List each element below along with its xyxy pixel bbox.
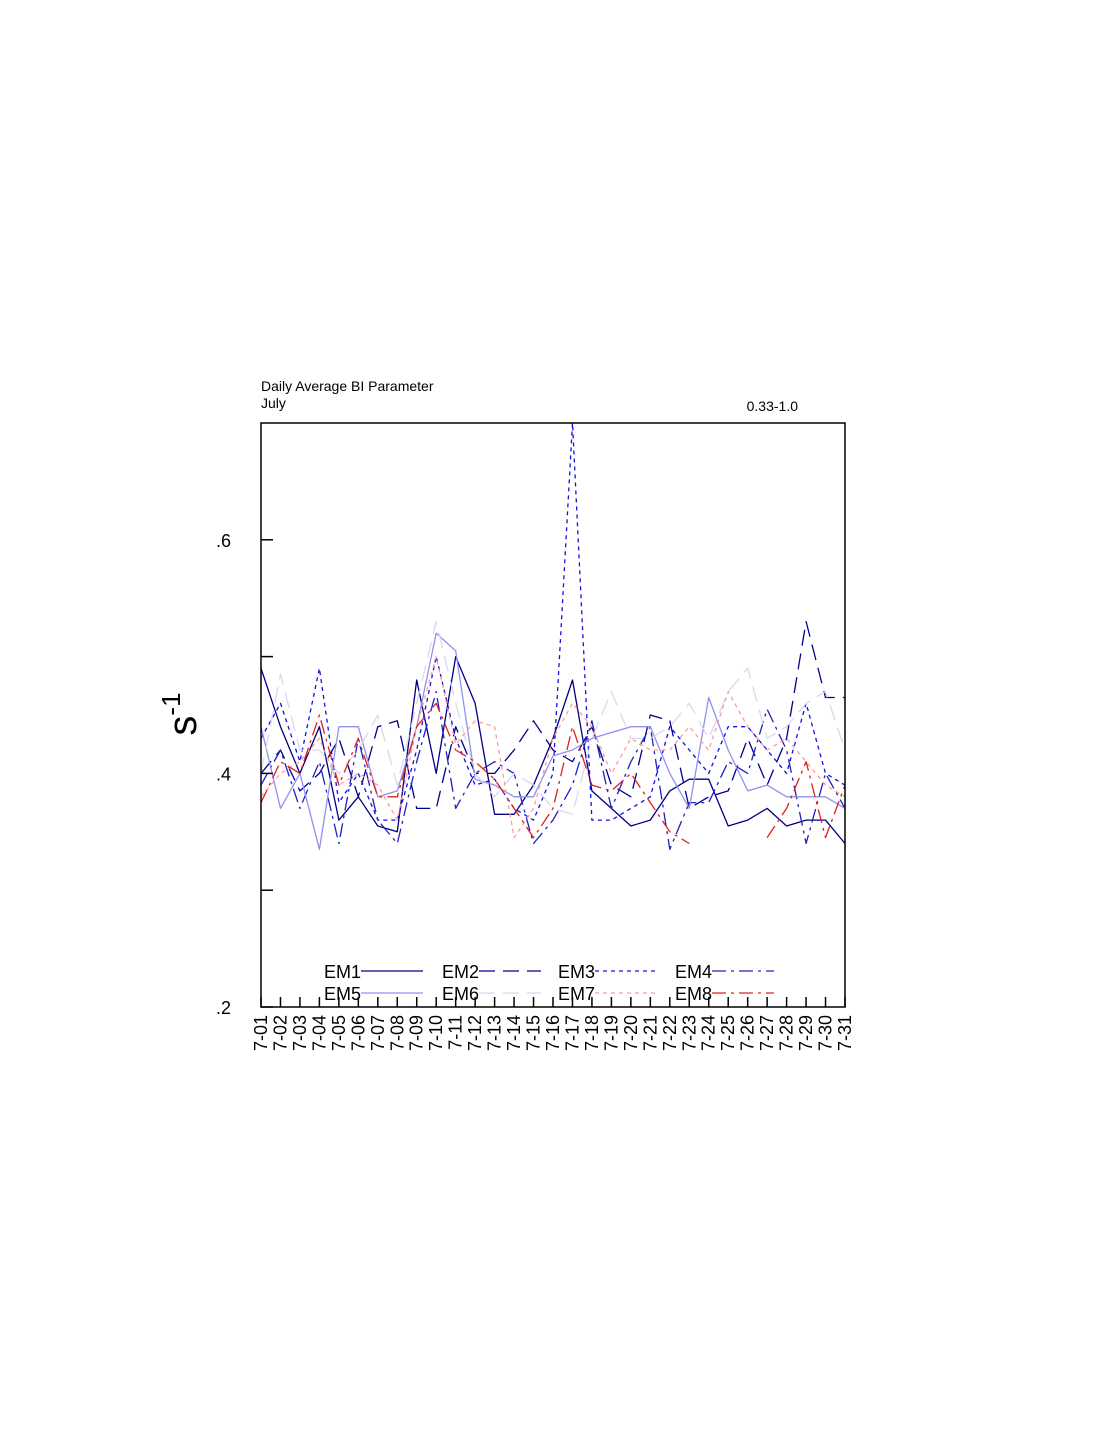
x-tick-label: 7-07 <box>368 1015 388 1051</box>
x-tick-label: 7-11 <box>446 1015 466 1050</box>
legend-label-em1: EM1 <box>324 962 361 982</box>
y-axis-label-superscript: -1 <box>156 692 186 715</box>
x-tick-label: 7-03 <box>290 1015 310 1051</box>
x-tick-label: 7-29 <box>796 1015 816 1051</box>
series-line-em6 <box>260 620 846 815</box>
x-axis: 7-01 7-02 7-03 7-04 7-05 7-06 7-07 7-08 7-09 7-10… <box>251 997 855 1051</box>
y-axis-label-base: s <box>161 716 205 736</box>
x-tick-label: 7-16 <box>543 1015 563 1051</box>
x-tick-label: 7-05 <box>329 1015 349 1051</box>
x-tick-label: 7-14 <box>504 1015 524 1051</box>
x-tick-label: 7-01 <box>251 1015 271 1051</box>
x-tick-label: 7-27 <box>757 1015 777 1051</box>
x-tick-label: 7-04 <box>309 1015 329 1051</box>
x-tick-label: 7-22 <box>660 1015 680 1051</box>
x-tick-label: 7-18 <box>582 1015 602 1051</box>
x-tick-label: 7-24 <box>699 1015 719 1051</box>
chart-title: Daily Average BI Parameter <box>261 378 434 394</box>
x-tick-label: 7-19 <box>601 1015 621 1051</box>
x-tick-label: 7-25 <box>718 1015 738 1051</box>
series-line-em5 <box>260 632 846 850</box>
x-tick-label: 7-26 <box>738 1015 758 1051</box>
x-tick-label: 7-09 <box>407 1015 427 1051</box>
y-axis: .2 .4 .6 <box>216 531 273 1018</box>
plot-frame <box>260 422 846 1008</box>
x-tick-label: 7-20 <box>621 1015 641 1051</box>
y-tick-label: .6 <box>216 531 231 551</box>
range-annotation: 0.33-1.0 <box>747 398 799 414</box>
x-tick-label: 7-13 <box>485 1015 505 1051</box>
legend-label-em4: EM4 <box>675 962 712 982</box>
x-tick-label: 7-06 <box>348 1015 368 1051</box>
series-lines <box>260 422 846 850</box>
legend: EM1 EM2 EM3 EM4 EM5 EM6 EM7 EM8 <box>324 962 774 1004</box>
x-tick-label: 7-17 <box>563 1015 583 1051</box>
legend-label-em3: EM3 <box>558 962 595 982</box>
x-tick-label: 7-21 <box>640 1015 660 1051</box>
x-tick-label: 7-15 <box>524 1015 544 1051</box>
chart-subtitle: July <box>261 395 286 411</box>
y-tick-label: .2 <box>216 998 231 1018</box>
x-tick-label: 7-12 <box>465 1015 485 1051</box>
legend-label-em6: EM6 <box>442 984 479 1004</box>
x-tick-label: 7-30 <box>816 1015 836 1051</box>
x-tick-label: 7-02 <box>271 1015 291 1051</box>
x-tick-label: 7-08 <box>387 1015 407 1051</box>
series-line-em2 <box>260 620 845 810</box>
legend-label-em2: EM2 <box>442 962 479 982</box>
x-tick-label: 7-23 <box>679 1015 699 1051</box>
series-line-em7 <box>260 655 846 839</box>
y-tick-label: .4 <box>216 764 231 784</box>
y-axis-label: s-1 <box>156 692 205 735</box>
legend-label-em8: EM8 <box>675 984 712 1004</box>
series-line-em8 <box>260 702 846 845</box>
x-tick-label: 7-28 <box>777 1015 797 1051</box>
x-tick-label: 7-10 <box>426 1015 446 1051</box>
legend-label-em7: EM7 <box>558 984 595 1004</box>
x-tick-label: 7-31 <box>835 1015 855 1051</box>
legend-label-em5: EM5 <box>324 984 361 1004</box>
